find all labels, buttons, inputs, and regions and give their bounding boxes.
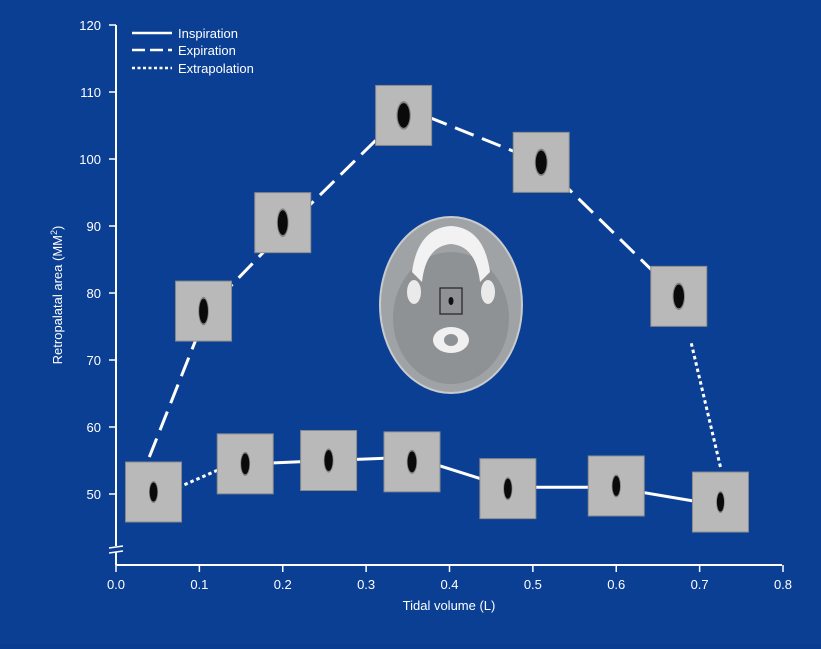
airway-shape [535,150,547,175]
ct-scan-image [379,216,523,394]
airway-thumbnail [383,431,441,493]
ct-bone-right [481,280,495,304]
airway-thumbnail [254,192,312,254]
ct-inner-tissue [393,252,509,384]
legend-item-expiration: Expiration [132,43,236,58]
y-axis-label: Retropalatal area (MM2) [49,226,65,365]
airway-thumbnail [691,471,749,533]
airway-shape [504,478,512,499]
y-ticks: 50 60 70 80 90 100 110 120 [79,18,116,502]
x-axis-label: Tidal volume (L) [403,598,496,613]
y-tick-label: 120 [79,18,101,33]
legend: Inspiration Expiration Extrapolation [132,26,254,76]
airway-thumbnail [479,458,537,520]
airway-shape [673,284,685,309]
legend-item-inspiration: Inspiration [132,26,238,41]
x-tick-label: 0.5 [524,577,542,592]
x-tick-label: 0.8 [774,577,792,592]
legend-label: Inspiration [178,26,238,41]
airway-shape [277,210,288,235]
ct-bone-left [407,280,421,304]
ct-airway-box [439,287,463,315]
legend-label: Expiration [178,43,236,58]
ct-jaw-bone [412,226,490,282]
airway-shape [716,492,725,512]
y-axis-break [108,545,124,554]
legend-item-extrapolation: Extrapolation [132,61,254,76]
airway-thumbnail [300,430,358,491]
airway-shape [324,450,333,471]
y-tick-label: 90 [87,219,101,234]
airway-shape [149,482,158,502]
legend-label: Extrapolation [178,61,254,76]
y-tick-label: 50 [87,487,101,502]
y-tick-label: 70 [87,353,101,368]
airway-thumbnail [216,433,274,495]
y-tick-label: 100 [79,152,101,167]
airway-shape [407,451,417,473]
y-tick-label: 110 [80,85,101,100]
airway-thumbnail [587,455,645,517]
y-axis-label-close: ) [50,226,65,230]
airway-thumbnail [175,280,233,342]
airway-thumbnail [125,461,183,523]
x-tick-label: 0.2 [274,577,292,592]
airway-shape [241,453,250,475]
x-tick-label: 0.4 [440,577,458,592]
y-tick-label: 60 [87,420,101,435]
airway-thumbnails [125,84,749,533]
y-tick-label: 80 [87,286,101,301]
x-tick-label: 0.0 [107,577,125,592]
airway-thumbnail [375,84,433,146]
airway-shape [199,298,208,324]
airway-shape [397,103,410,128]
series-line-dotted [689,342,722,468]
airway-thumbnail [512,131,570,193]
airway-shape [612,475,621,496]
y-axis-label-text: Retropalatal area (MM [50,235,65,364]
x-tick-label: 0.3 [357,577,375,592]
x-ticks: 0.0 0.1 0.2 0.3 0.4 0.5 0.6 0.7 0.8 [107,565,792,592]
ct-spine-canal [444,334,458,346]
y-axis-label-sup: 2 [49,230,59,235]
x-tick-label: 0.1 [190,577,208,592]
airway-thumbnail [650,265,708,327]
x-tick-label: 0.6 [607,577,625,592]
x-tick-label: 0.7 [691,577,709,592]
ct-airway [448,297,454,305]
